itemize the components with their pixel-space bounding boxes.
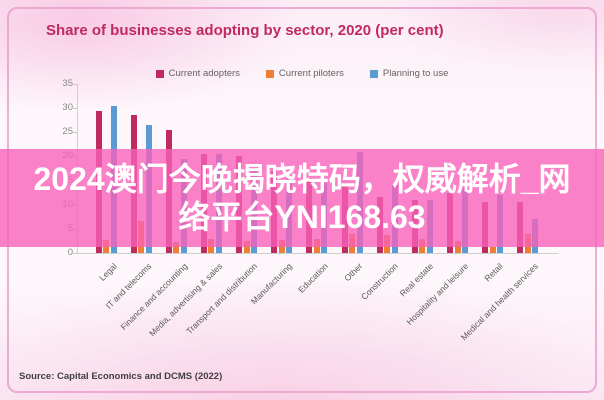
watermark-text-line1: 2024澳门今晚揭晓特码，权威解析_网: [33, 161, 571, 197]
x-axis-label: Real estate: [397, 261, 435, 299]
x-axis-label: Other: [342, 261, 365, 284]
y-axis-tick: [73, 253, 77, 254]
y-axis-tick: [73, 132, 77, 134]
legend-label: Planning to use: [382, 68, 449, 79]
legend-item-current-adopters: Current adopters: [155, 68, 240, 79]
legend-swatch-icon: [369, 69, 378, 78]
x-axis-label: Education: [295, 261, 330, 295]
y-axis-tick-label: 30: [62, 102, 73, 114]
y-axis-tick-label: 0: [67, 247, 73, 258]
x-axis-label: Retail: [482, 261, 506, 284]
y-axis-tick-label: 25: [62, 126, 73, 138]
x-axis-line: [77, 253, 559, 254]
x-axis-label: Finance and accounting: [117, 261, 189, 332]
watermark-overlay-band: [0, 149, 604, 247]
legend-swatch-icon: [265, 69, 274, 78]
source-caption: Source: Capital Economics and DCMS (2022…: [19, 371, 223, 382]
x-axis-label: Legal: [96, 261, 119, 283]
x-axis-label: Medical and health services: [459, 261, 541, 343]
y-axis-tick-label: 35: [62, 78, 73, 90]
y-axis-tick: [73, 108, 77, 110]
legend-item-planning-to-use: Planning to use: [369, 68, 449, 79]
x-axis-label: Construction: [358, 261, 400, 302]
bar-current-piloters-finance-and-accounting: [173, 241, 180, 253]
watermark-text-line2: 络平台YNI168.63: [178, 199, 426, 235]
legend-item-current-piloters: Current piloters: [265, 68, 344, 79]
legend-swatch-icon: [155, 69, 164, 78]
x-axis-label: Hospitality and leisure: [404, 261, 471, 327]
legend-label: Current piloters: [278, 68, 344, 79]
legend: Current adopters Current piloters Planning…: [0, 68, 604, 79]
chart-title: Share of businesses adopting by sector, …: [46, 22, 444, 39]
y-axis-tick: [73, 84, 77, 86]
legend-label: Current adopters: [168, 68, 240, 79]
watermark-text: 2024澳门今晚揭晓特码，权威解析_网 络平台YNI168.63: [0, 149, 604, 247]
bar-current-piloters-retail: [489, 246, 496, 253]
